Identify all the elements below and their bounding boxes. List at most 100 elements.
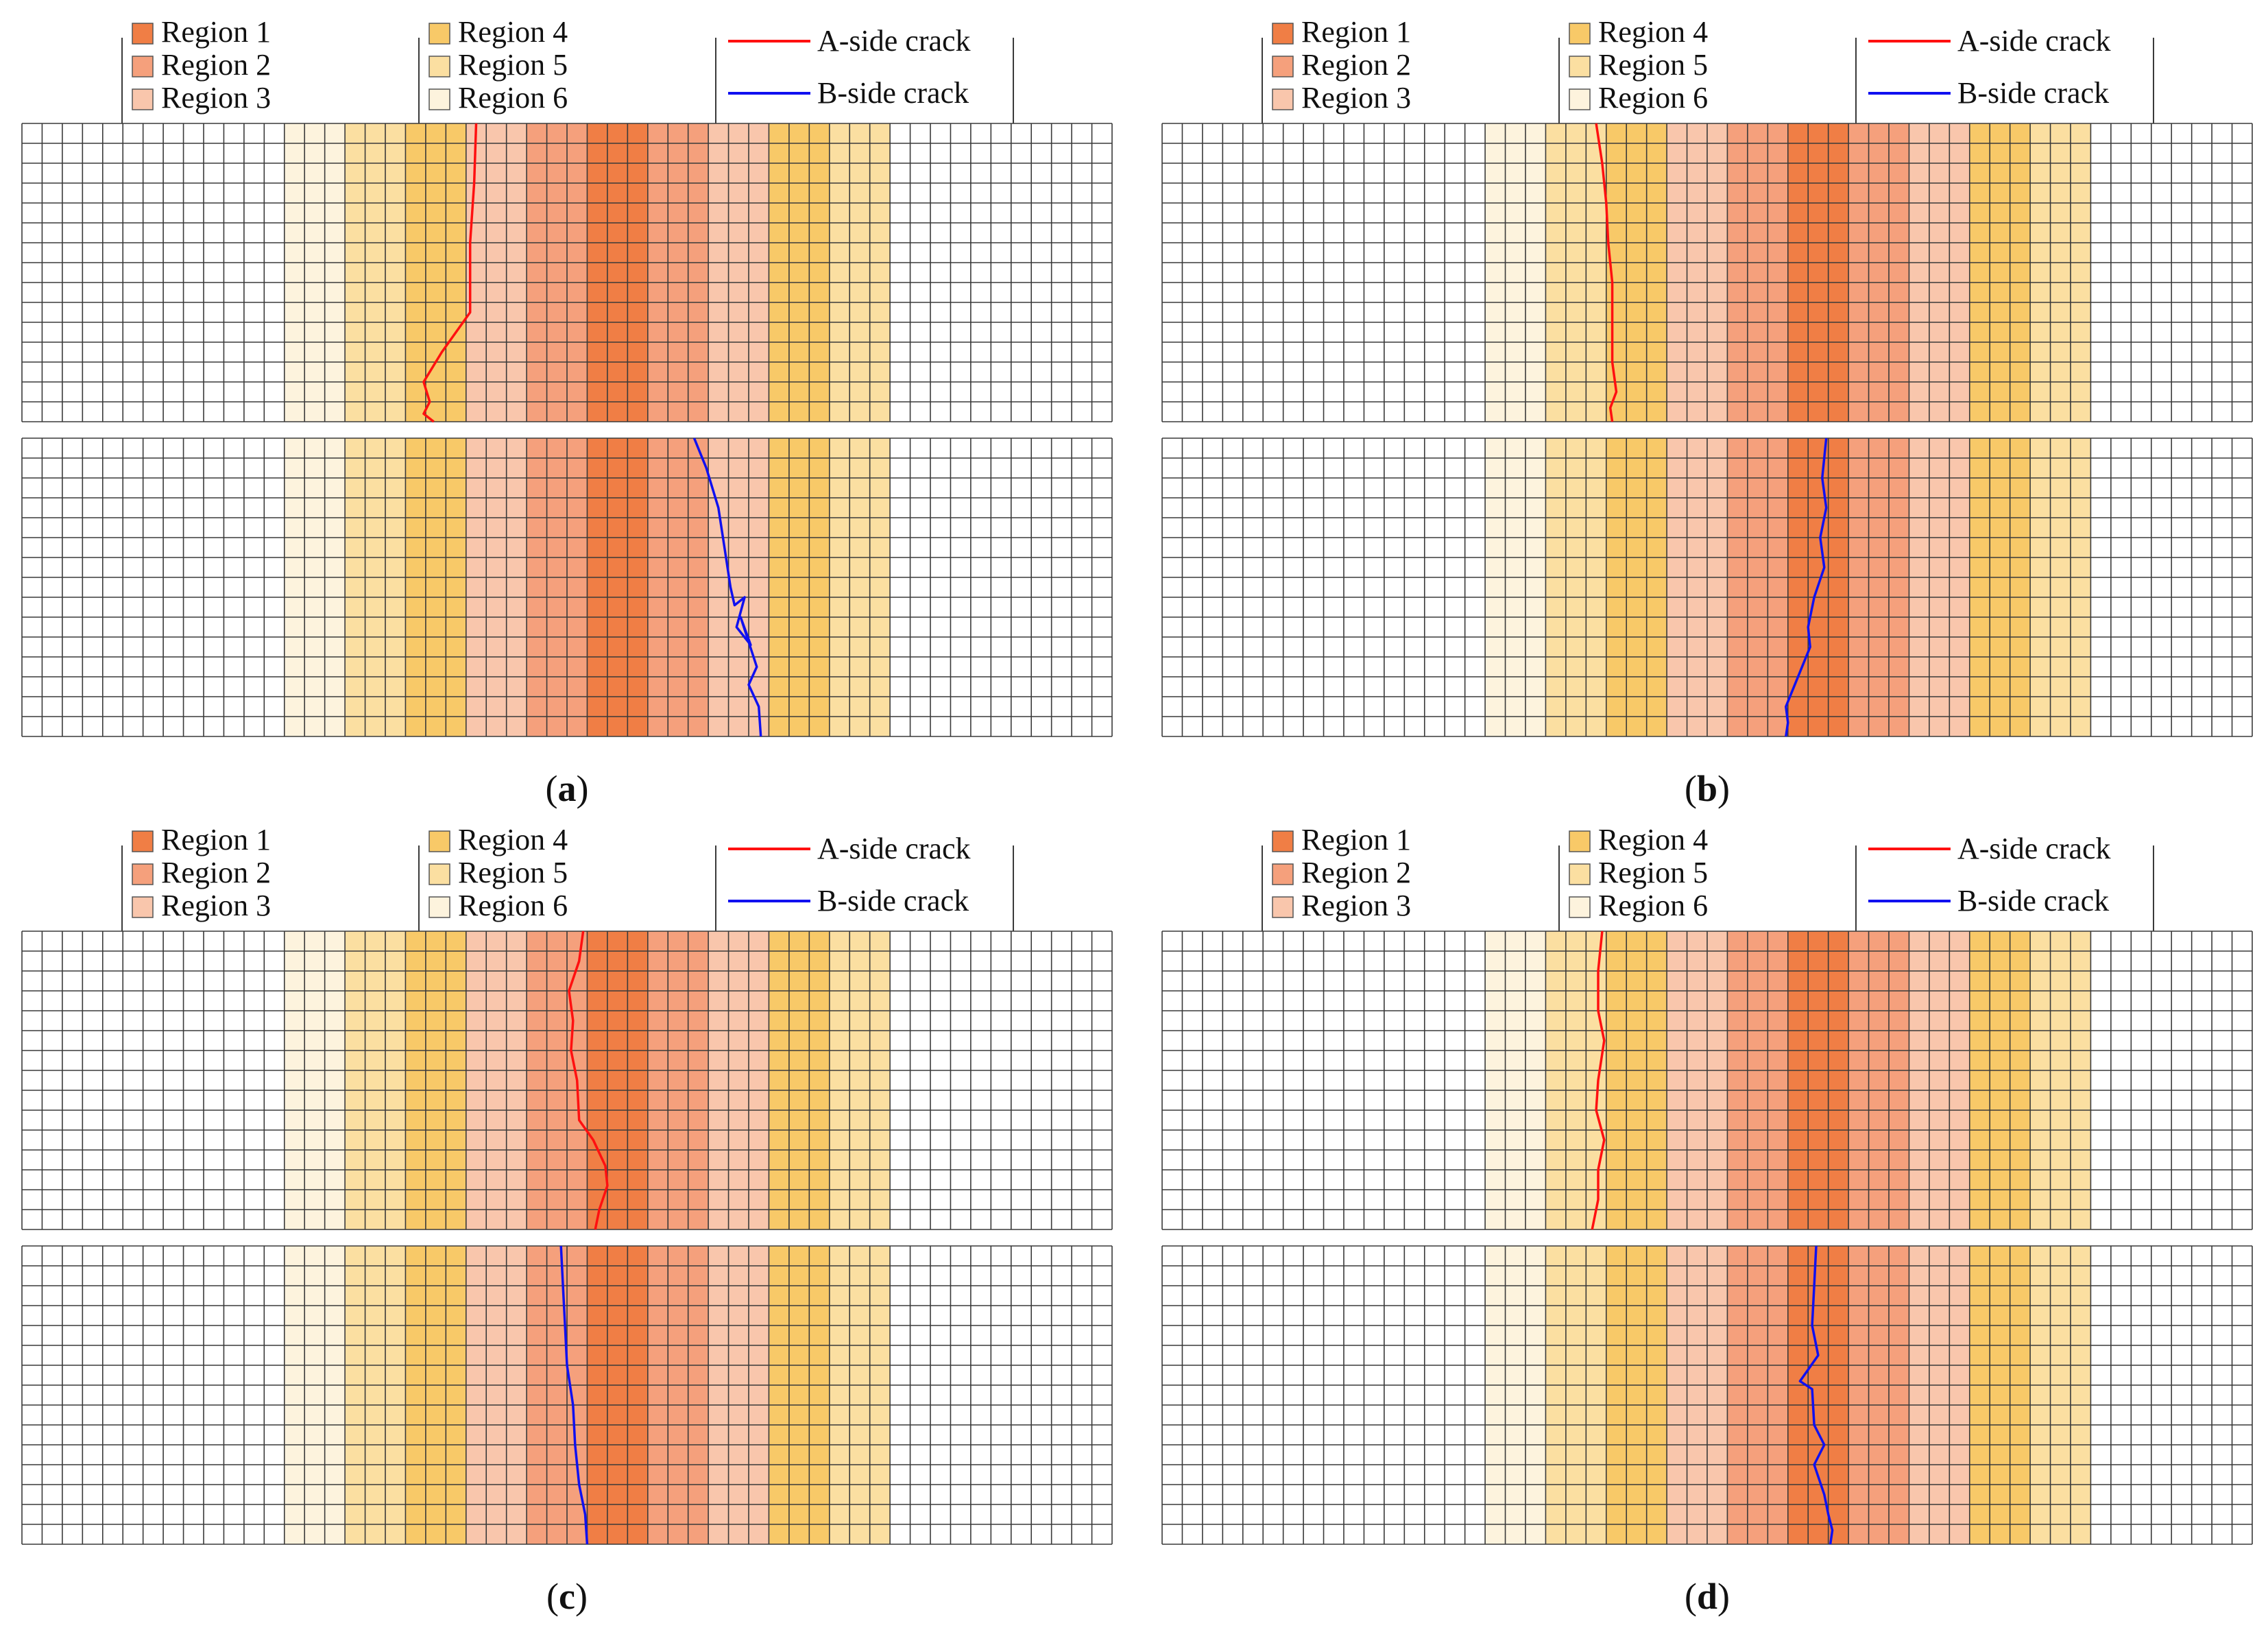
region-2-swatch	[132, 863, 154, 885]
region-3-label: Region 3	[161, 889, 271, 922]
region-4-label: Region 4	[458, 15, 568, 49]
region-band	[284, 931, 346, 1229]
region-4-label: Region 4	[1598, 823, 1708, 856]
region-3-swatch	[132, 896, 154, 918]
region-band	[284, 1246, 346, 1544]
region-5-swatch	[429, 863, 450, 885]
a-side-crack-path	[568, 931, 609, 1230]
region-band	[1909, 1246, 1970, 1544]
region-band	[647, 438, 709, 736]
b-side-mesh	[21, 437, 1113, 737]
panel-label-letter: b	[1697, 768, 1717, 809]
b-side-crack-path	[1785, 437, 1828, 737]
a-side-mesh	[21, 931, 1113, 1230]
region-band	[1727, 1246, 1788, 1544]
region-band	[1667, 438, 1728, 736]
region-band	[2030, 1246, 2091, 1544]
panel-label-close: )	[1717, 1576, 1730, 1617]
region-1-swatch	[1272, 830, 1294, 852]
region-band	[466, 1246, 527, 1544]
region-band	[1909, 931, 1970, 1229]
region-band	[647, 931, 709, 1229]
region-band	[1545, 931, 1606, 1229]
region-band	[1787, 1246, 1849, 1544]
region-band	[1667, 1246, 1728, 1544]
panel-label-letter: a	[558, 768, 577, 809]
region-band	[466, 438, 527, 736]
region-band	[405, 1246, 466, 1544]
region-5-swatch	[1569, 56, 1591, 77]
region-1-label: Region 1	[1301, 823, 1411, 856]
region-band	[708, 1246, 769, 1544]
mesh-grid	[21, 931, 1113, 1230]
region-band	[1485, 1246, 1546, 1544]
region-band	[1969, 438, 2031, 736]
region-band	[587, 123, 648, 422]
region-3-label: Region 3	[161, 81, 271, 115]
region-5-label: Region 5	[458, 48, 568, 82]
region-band	[405, 438, 466, 736]
b-side-mesh	[1161, 1245, 2253, 1545]
region-band	[405, 123, 466, 422]
region-band	[708, 931, 769, 1229]
region-4-label: Region 4	[1598, 15, 1708, 49]
region-6-swatch	[429, 896, 450, 918]
region-band	[1545, 1246, 1606, 1544]
region-band	[1848, 438, 1909, 736]
panel-label-close: )	[577, 768, 589, 809]
a-side-crack-label: A-side crack	[817, 24, 971, 58]
region-2-swatch	[1272, 56, 1294, 77]
a-side-mesh	[21, 123, 1113, 423]
mesh-grid	[1161, 437, 2253, 737]
mesh-grid	[21, 1245, 1113, 1545]
region-4-swatch	[429, 23, 450, 45]
region-5-swatch	[1569, 863, 1591, 885]
region-5-label: Region 5	[1598, 856, 1708, 889]
region-1-label: Region 1	[1301, 15, 1411, 49]
region-band	[345, 438, 406, 736]
region-band	[647, 123, 709, 422]
region-band	[345, 931, 406, 1229]
panel-label-open: (	[546, 1576, 559, 1617]
region-band	[284, 438, 346, 736]
region-band	[769, 931, 830, 1229]
region-band	[1909, 438, 1970, 736]
region-band	[1606, 123, 1667, 422]
a-side-crack-path	[1591, 931, 1606, 1230]
region-band	[769, 438, 830, 736]
region-band	[345, 123, 406, 422]
panel-label-b: (b)	[1685, 768, 1730, 809]
region-5-swatch	[429, 56, 450, 77]
region-band	[2030, 123, 2091, 422]
region-5-label: Region 5	[1598, 48, 1708, 82]
region-band	[1909, 123, 1970, 422]
mesh-grid	[1161, 123, 2253, 422]
region-band	[1667, 931, 1728, 1229]
panel-label-letter: d	[1697, 1576, 1717, 1617]
region-band	[345, 1246, 406, 1544]
a-side-crack-label: A-side crack	[817, 832, 971, 865]
mesh-grid	[21, 123, 1113, 422]
region-3-swatch	[132, 88, 154, 110]
region-5-label: Region 5	[458, 856, 568, 889]
panel-label-open: (	[1685, 1576, 1697, 1617]
panel-label-letter: c	[559, 1576, 575, 1617]
b-side-mesh	[21, 1245, 1113, 1545]
region-band	[1485, 123, 1546, 422]
region-3-swatch	[1272, 896, 1294, 918]
region-6-label: Region 6	[1598, 81, 1708, 115]
mesh-grid	[21, 437, 1113, 737]
panel-label-open: (	[1685, 768, 1697, 809]
region-band	[829, 931, 891, 1229]
region-band	[1545, 438, 1606, 736]
panel-label-open: (	[546, 768, 558, 809]
b-side-crack-label: B-side crack	[1957, 884, 2109, 917]
region-band	[2030, 931, 2091, 1229]
region-3-label: Region 3	[1301, 81, 1411, 115]
a-side-crack-path	[422, 123, 478, 423]
region-1-swatch	[1272, 23, 1294, 45]
region-band	[1787, 123, 1849, 422]
